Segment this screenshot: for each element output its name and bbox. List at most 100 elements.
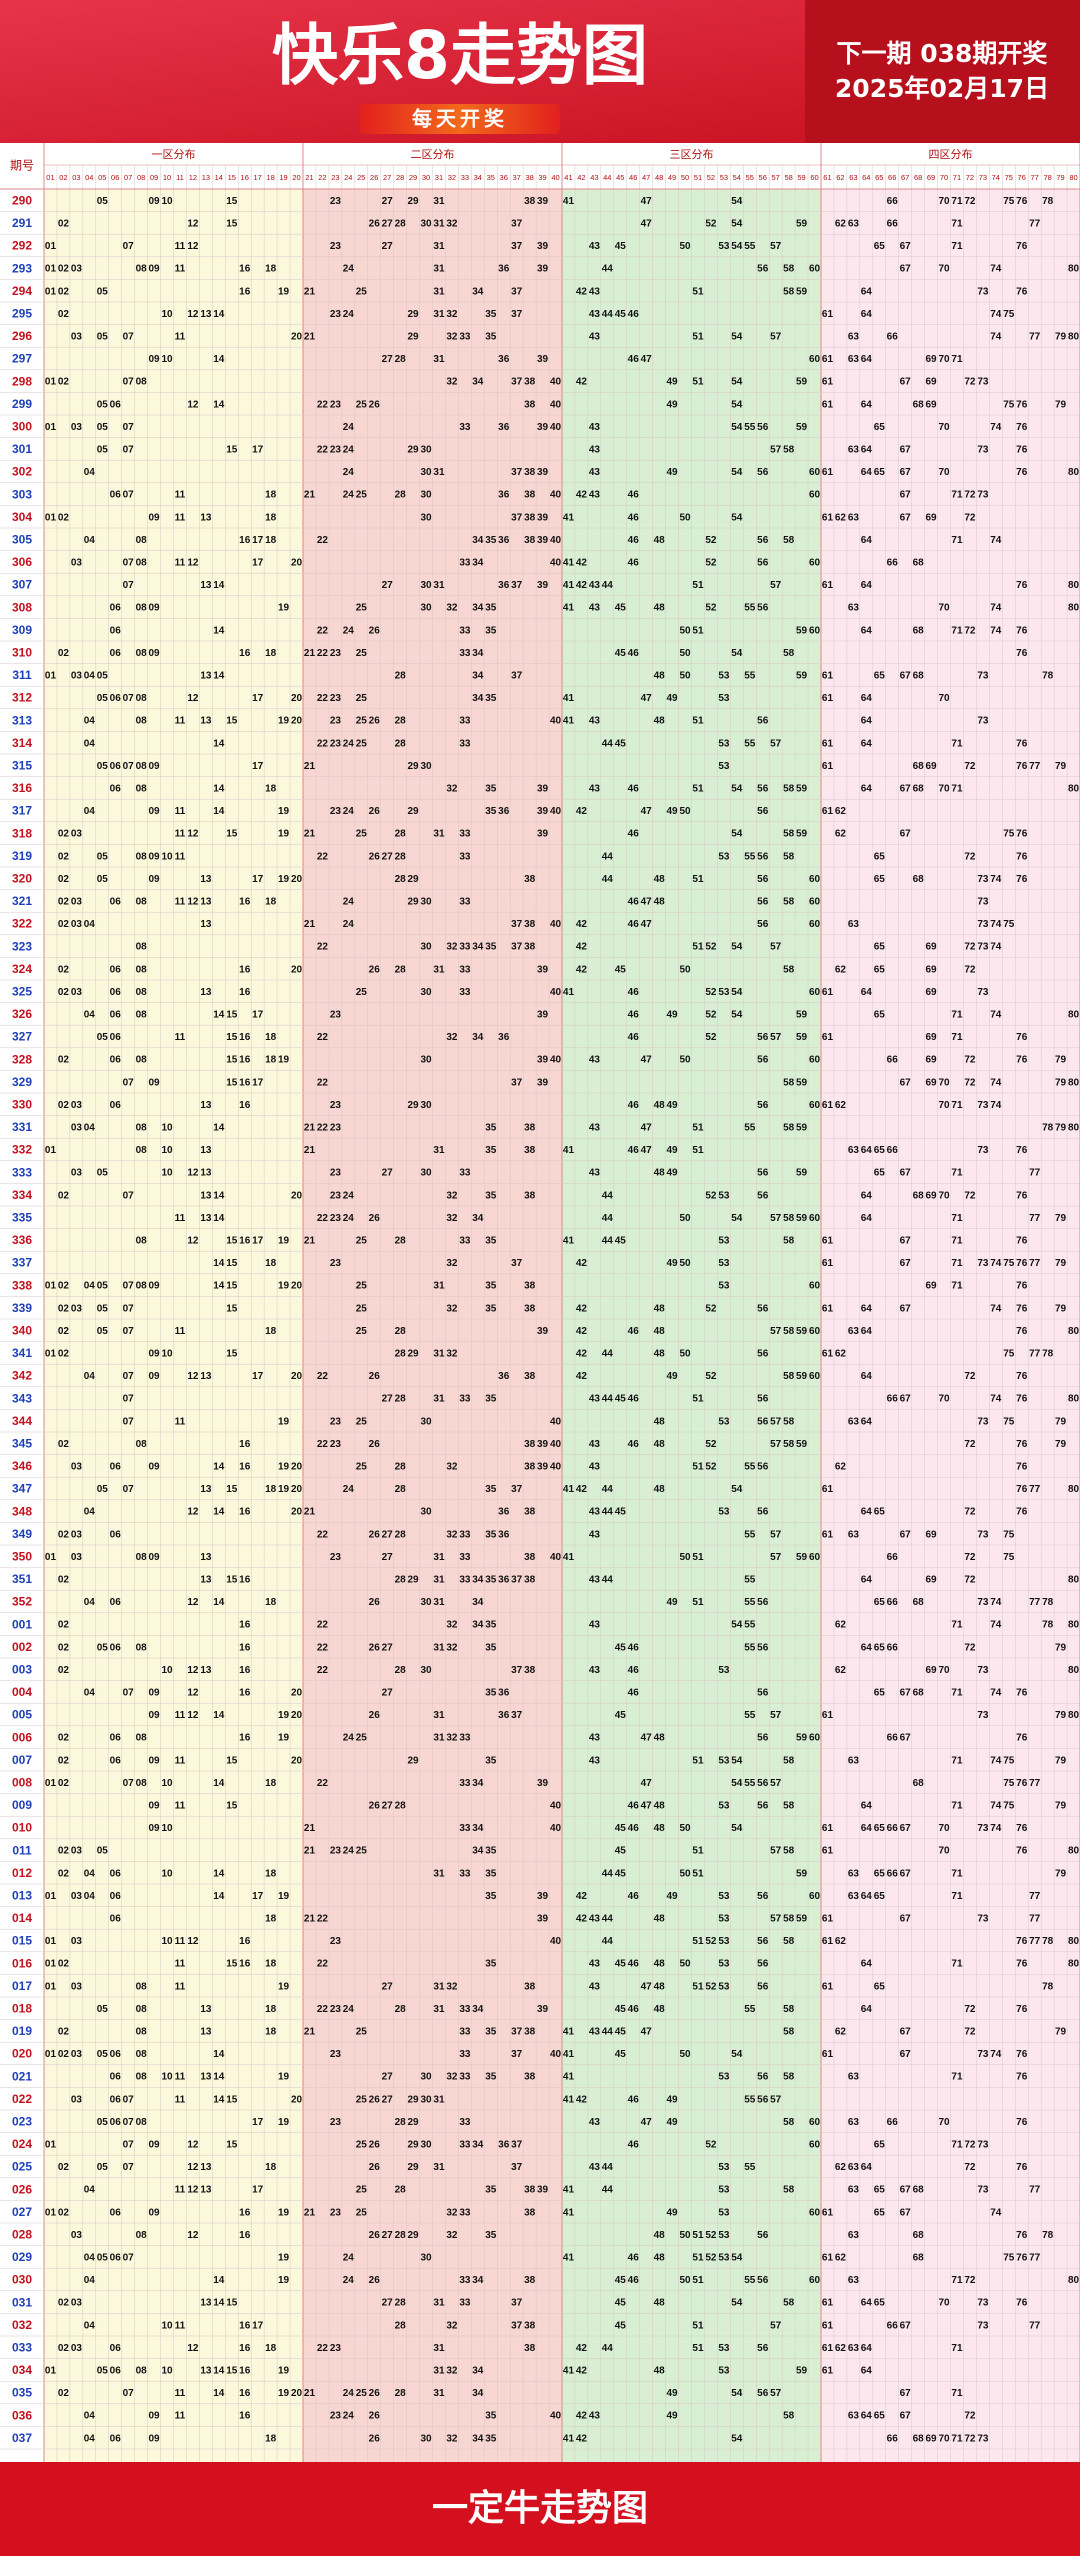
drawn-number: 22	[317, 1620, 329, 1631]
drawn-number: 50	[679, 2230, 691, 2241]
drawn-number: 63	[848, 1868, 860, 1879]
column-label: 27	[383, 173, 391, 182]
drawn-number: 01	[45, 377, 57, 388]
drawn-number: 11	[175, 1213, 186, 1224]
drawn-number: 55	[744, 422, 756, 433]
drawn-number: 73	[977, 1529, 989, 1540]
drawn-number: 40	[550, 716, 562, 727]
drawn-number: 33	[459, 942, 471, 953]
drawn-number: 19	[278, 1236, 290, 1247]
drawn-number: 66	[887, 1642, 899, 1653]
drawn-number: 11	[175, 1710, 186, 1721]
drawn-number: 64	[861, 1145, 873, 1156]
drawn-number: 03	[71, 2094, 83, 2105]
drawn-number: 09	[149, 874, 161, 885]
drawn-number: 33	[459, 422, 471, 433]
drawn-number: 12	[187, 2343, 199, 2354]
drawn-number: 13	[200, 2185, 212, 2196]
drawn-number: 59	[796, 671, 808, 682]
drawn-number: 61	[822, 1914, 834, 1925]
drawn-number: 31	[433, 2343, 445, 2354]
drawn-number: 33	[459, 558, 471, 569]
drawn-number: 16	[239, 1959, 251, 1970]
drawn-number: 64	[861, 2366, 873, 2377]
drawn-number: 15	[226, 1258, 238, 1269]
drawn-number: 12	[187, 1710, 199, 1721]
drawn-number: 33	[459, 1733, 471, 1744]
drawn-number: 45	[615, 2004, 627, 2015]
period: 341	[12, 1346, 32, 1360]
drawn-number: 28	[395, 2388, 407, 2399]
drawn-number: 54	[731, 1755, 743, 1766]
drawn-number: 13	[200, 1190, 212, 1201]
drawn-number: 25	[356, 1462, 368, 1473]
drawn-number: 74	[990, 2207, 1002, 2218]
drawn-number: 48	[654, 1168, 666, 1179]
drawn-number: 55	[744, 1710, 756, 1721]
drawn-number: 55	[744, 241, 756, 252]
drawn-number: 04	[84, 1891, 96, 1902]
period: 337	[12, 1256, 32, 1270]
drawn-number: 66	[887, 196, 899, 207]
drawn-number: 71	[951, 2433, 963, 2444]
drawn-number: 02	[58, 1665, 70, 1676]
drawn-number: 76	[1016, 2162, 1028, 2173]
drawn-number: 27	[382, 241, 394, 252]
drawn-number: 64	[861, 1823, 873, 1834]
drawn-number: 08	[136, 648, 148, 659]
drawn-number: 53	[718, 1959, 730, 1970]
drawn-number: 38	[524, 467, 536, 478]
drawn-number: 65	[874, 2207, 886, 2218]
drawn-number: 36	[498, 1688, 510, 1699]
drawn-number: 12	[187, 1688, 199, 1699]
drawn-number: 14	[213, 2366, 225, 2377]
drawn-number: 41	[563, 558, 575, 569]
drawn-number: 60	[809, 1281, 821, 1292]
drawn-number: 72	[964, 1190, 976, 1201]
drawn-number: 53	[718, 2072, 730, 2083]
period: 031	[12, 2295, 32, 2309]
drawn-number: 06	[110, 2049, 122, 2060]
drawn-number: 51	[692, 1462, 704, 1473]
drawn-number: 19	[278, 2253, 290, 2264]
column-label: 40	[551, 173, 559, 182]
drawn-number: 37	[511, 1665, 523, 1676]
drawn-number: 30	[420, 490, 432, 501]
drawn-number: 49	[667, 1597, 679, 1608]
drawn-number: 24	[343, 2275, 355, 2286]
drawn-number: 75	[1003, 1349, 1015, 1360]
drawn-number: 06	[110, 1032, 122, 1043]
drawn-number: 71	[951, 241, 963, 252]
drawn-number: 04	[84, 2185, 96, 2196]
drawn-number: 69	[926, 1190, 938, 1201]
drawn-number: 32	[446, 332, 458, 343]
drawn-number: 25	[356, 603, 368, 614]
drawn-number: 64	[861, 2343, 873, 2354]
drawn-number: 32	[446, 1733, 458, 1744]
zone-label: 二区分布	[411, 148, 455, 161]
drawn-number: 59	[796, 1552, 808, 1563]
drawn-number: 63	[848, 1529, 860, 1540]
drawn-number: 10	[161, 1823, 173, 1834]
drawn-number: 46	[628, 1032, 640, 1043]
drawn-number: 72	[964, 1552, 976, 1563]
drawn-number: 71	[951, 1281, 963, 1292]
drawn-number: 64	[861, 738, 873, 749]
drawn-number: 60	[809, 1055, 821, 1066]
drawn-number: 79	[1055, 399, 1067, 410]
drawn-number: 02	[58, 851, 70, 862]
drawn-number: 20	[291, 1507, 303, 1518]
drawn-number: 33	[459, 2072, 471, 2083]
drawn-number: 23	[330, 1123, 342, 1134]
drawn-number: 06	[110, 897, 122, 908]
drawn-number: 12	[187, 2140, 199, 2151]
drawn-number: 23	[330, 1258, 342, 1269]
column-label: 50	[681, 173, 689, 182]
drawn-number: 80	[1068, 1936, 1080, 1947]
drawn-number: 22	[317, 942, 329, 953]
drawn-number: 72	[964, 851, 976, 862]
drawn-number: 05	[97, 422, 109, 433]
period: 290	[12, 193, 32, 207]
drawn-number: 33	[459, 851, 471, 862]
drawn-number: 73	[977, 2298, 989, 2309]
